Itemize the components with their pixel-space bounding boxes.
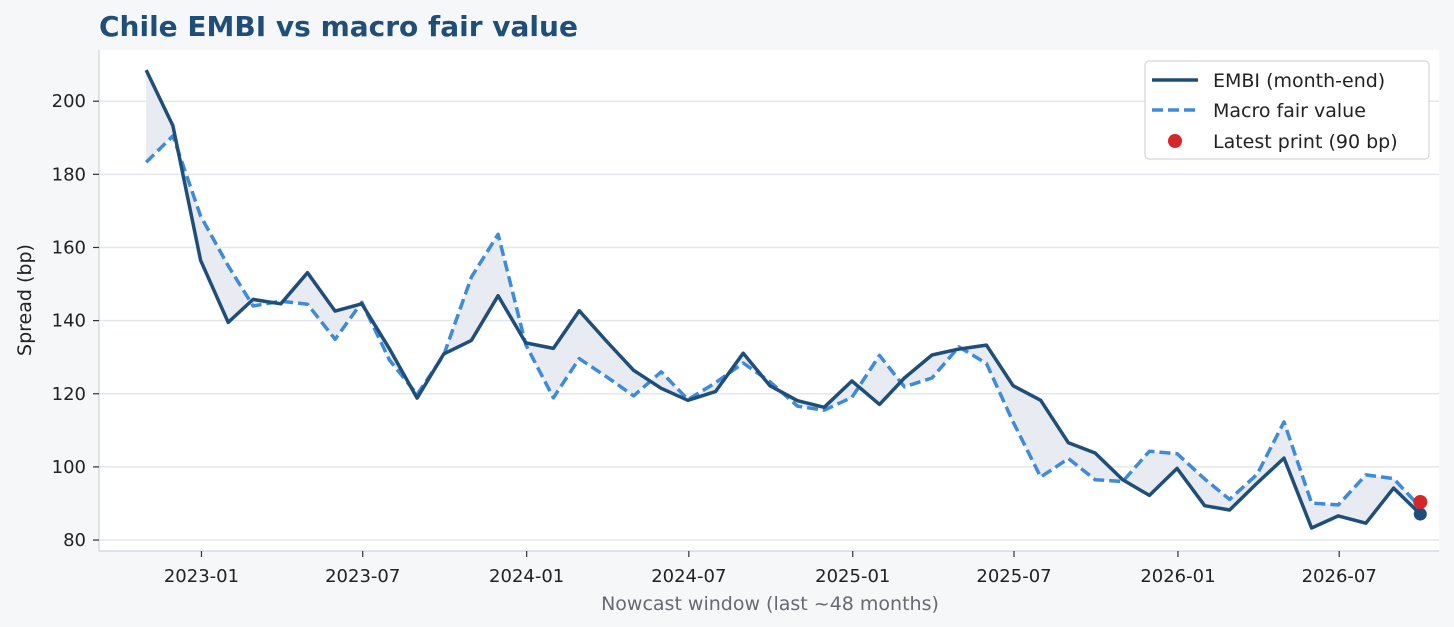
y-tick-label: 200 — [52, 91, 86, 112]
x-tick-label: 2025-01 — [815, 566, 890, 587]
latest-markers — [1413, 494, 1428, 521]
y-tick-label: 80 — [63, 530, 86, 551]
y-tick-label: 100 — [52, 457, 86, 478]
y-tick-label: 140 — [52, 311, 86, 332]
axes — [98, 50, 1439, 552]
series-line-embi — [144, 69, 1422, 530]
x-tick-label: 2025-07 — [976, 566, 1051, 587]
legend-label-embi: EMBI (month-end) — [1213, 70, 1385, 92]
chart-title: Chile EMBI vs macro fair value — [99, 10, 578, 43]
legend: EMBI (month-end) Macro fair value Latest… — [1144, 60, 1430, 160]
x-tick-label: 2024-07 — [651, 566, 726, 587]
x-tick-label: 2023-01 — [164, 566, 239, 587]
y-tick-label: 160 — [52, 237, 86, 258]
x-tick-label: 2026-07 — [1302, 566, 1377, 587]
embi-latest-point — [1413, 507, 1427, 521]
legend-box — [1144, 60, 1430, 160]
x-tick-label: 2024-01 — [489, 566, 564, 587]
x-tick-label: 2026-01 — [1140, 566, 1215, 587]
y-ticks: 80 100 120 140 160 180 200 — [52, 91, 99, 551]
y-tick-label: 120 — [52, 384, 86, 405]
x-ticks: 2023-01 2023-07 2024-01 2024-07 2025-01 2025-… — [164, 551, 1377, 587]
series-lines — [144, 69, 1422, 530]
latest-print-point — [1413, 494, 1428, 509]
y-tick-label: 180 — [52, 164, 86, 185]
legend-swatch-latest — [1168, 134, 1182, 148]
x-axis-label: Nowcast window (last ~48 months) — [601, 593, 939, 615]
legend-label-latest: Latest print (90 bp) — [1213, 131, 1398, 153]
legend-label-fair-value: Macro fair value — [1213, 100, 1366, 122]
x-tick-label: 2023-07 — [325, 566, 400, 587]
y-axis-label: Spread (bp) — [14, 244, 36, 356]
